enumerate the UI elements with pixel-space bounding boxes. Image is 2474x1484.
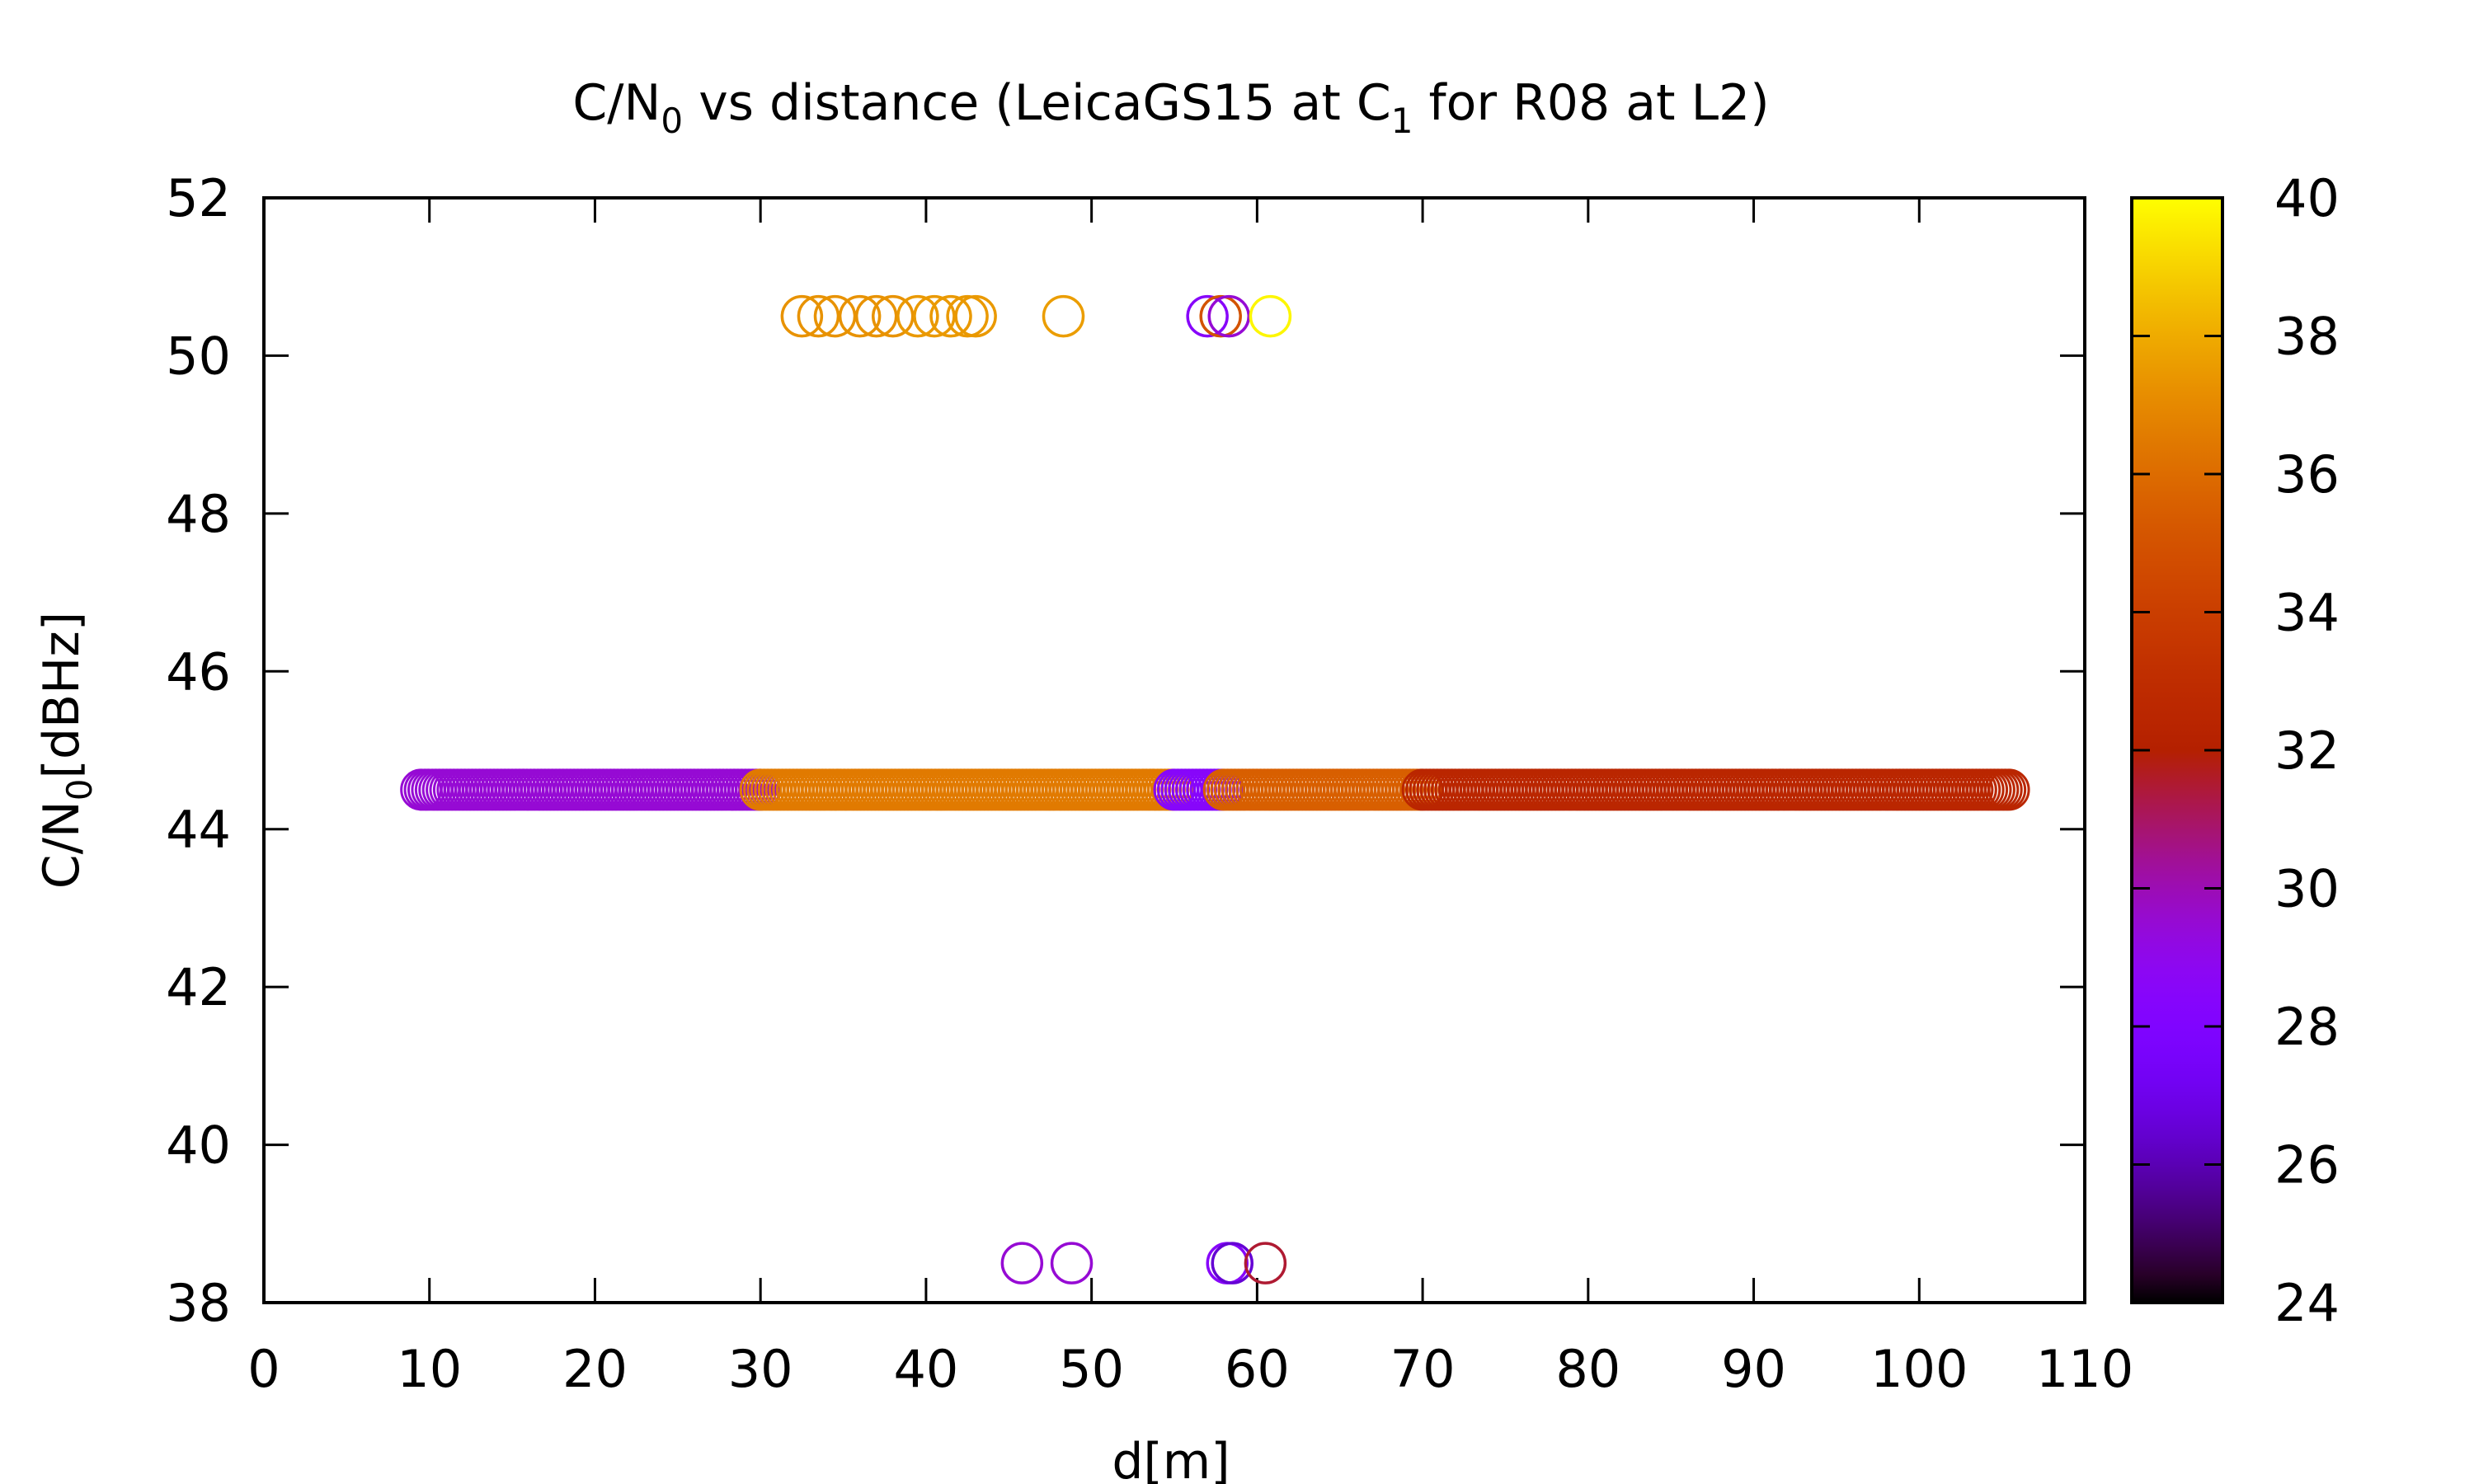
y-tick-label: 42 <box>166 957 231 1017</box>
data-point <box>896 294 939 338</box>
axis-ticks <box>262 196 2086 1304</box>
data-point <box>1211 1242 1254 1284</box>
data-point <box>780 294 824 338</box>
colorbar-tick-label: 36 <box>2274 444 2340 505</box>
data-point <box>1249 294 1292 338</box>
y-tick-label: 52 <box>166 168 231 228</box>
data-point <box>1207 294 1250 338</box>
data-point <box>1199 294 1242 338</box>
x-tick-label: 30 <box>728 1339 793 1399</box>
data-point <box>813 294 857 338</box>
y-tick-label: 48 <box>166 484 231 544</box>
colorbar-tick-label: 40 <box>2274 168 2340 228</box>
plot-frame <box>262 196 2086 1304</box>
y-tick-label: 38 <box>166 1273 231 1333</box>
x-tick-label: 80 <box>1555 1339 1620 1399</box>
data-point <box>1042 294 1085 338</box>
data-points <box>400 294 2030 1284</box>
colorbar-tick-labels: 24 26 28 30 32 34 36 38 40 <box>2274 168 2340 1333</box>
data-point <box>838 294 882 338</box>
x-axis-label: d[m] <box>1112 1433 1230 1484</box>
colorbar-ticks <box>2132 196 2222 1304</box>
data-point <box>854 294 898 338</box>
colorbar-tick-label: 28 <box>2274 997 2340 1057</box>
y-axis-label: C/N0[dBHz] <box>33 612 100 889</box>
data-point <box>797 294 840 338</box>
x-tick-label: 100 <box>1870 1339 1968 1399</box>
x-tick-label: 70 <box>1390 1339 1456 1399</box>
y-tick-label: 44 <box>166 800 231 860</box>
y-tick-label: 46 <box>166 641 231 702</box>
x-tick-label: 60 <box>1225 1339 1290 1399</box>
x-tick-label: 50 <box>1059 1339 1124 1399</box>
y-tick-label: 50 <box>166 326 231 386</box>
colorbar-tick-label: 38 <box>2274 307 2340 367</box>
data-point <box>946 294 989 338</box>
x-tick-label: 110 <box>2036 1339 2133 1399</box>
data-point <box>1050 1242 1094 1284</box>
colorbar-tick-label: 24 <box>2274 1273 2340 1333</box>
data-point <box>1244 1242 1287 1284</box>
x-tick-label: 10 <box>397 1339 462 1399</box>
x-tick-label: 0 <box>247 1339 280 1399</box>
colorbar-tick-label: 30 <box>2274 859 2340 919</box>
x-tick-label: 40 <box>893 1339 958 1399</box>
x-tick-label: 20 <box>562 1339 628 1399</box>
y-tick-label: 40 <box>166 1115 231 1176</box>
y-tick-labels: 38 40 42 44 46 48 50 52 <box>166 168 231 1333</box>
colorbar-tick-label: 26 <box>2274 1135 2340 1195</box>
data-point <box>929 294 972 338</box>
data-point <box>872 294 915 338</box>
colorbar-tick-label: 34 <box>2274 583 2340 643</box>
data-point <box>1186 294 1229 338</box>
data-point <box>1987 768 2030 811</box>
data-point <box>913 294 956 338</box>
data-point <box>1000 1242 1044 1284</box>
x-tick-labels: 0 10 20 30 40 50 60 70 80 90 100 110 <box>247 1339 2133 1399</box>
data-point <box>954 294 997 338</box>
x-tick-label: 90 <box>1721 1339 1786 1399</box>
chart-title: C/N0 vs distance (LeicaGS15 at C1 for R0… <box>572 74 1769 141</box>
colorbar-tick-label: 32 <box>2274 721 2340 781</box>
